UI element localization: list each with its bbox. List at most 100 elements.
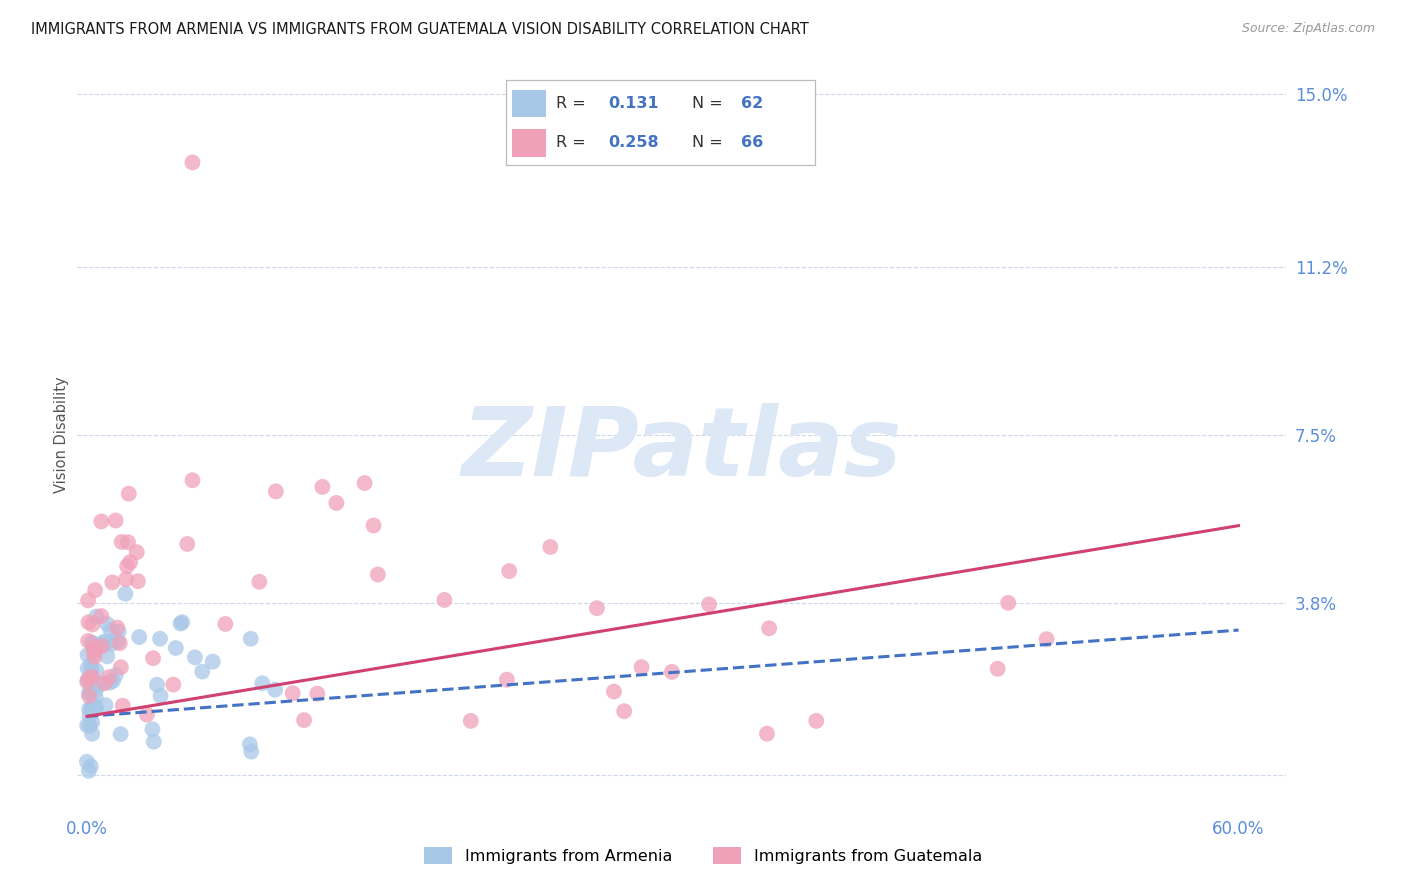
Point <box>96 616 118 631</box>
Point <box>149 632 172 646</box>
Point <box>76 673 98 687</box>
Point <box>104 668 127 682</box>
Point <box>77 764 100 778</box>
Point <box>292 713 315 727</box>
Point <box>758 621 780 635</box>
Point <box>82 698 104 712</box>
Point <box>495 673 517 687</box>
Point <box>98 634 121 648</box>
Point <box>169 616 191 631</box>
Point <box>101 673 124 688</box>
Text: N =: N = <box>692 95 728 111</box>
Point <box>603 684 626 698</box>
Point <box>93 634 115 648</box>
Point <box>82 715 104 730</box>
Point <box>165 640 187 655</box>
Point <box>460 714 482 728</box>
Point <box>538 540 561 554</box>
Point <box>86 664 108 678</box>
Legend: Immigrants from Armenia, Immigrants from Guatemala: Immigrants from Armenia, Immigrants from… <box>418 840 988 871</box>
Point <box>107 624 129 639</box>
Point <box>100 637 122 651</box>
Point <box>110 660 132 674</box>
Point <box>240 745 263 759</box>
Point <box>806 714 828 728</box>
Text: ZIPatlas: ZIPatlas <box>461 403 903 497</box>
Point <box>264 484 287 499</box>
Point <box>77 702 100 716</box>
Point <box>162 677 184 691</box>
Point <box>181 473 204 487</box>
Point <box>77 615 100 630</box>
Point <box>108 636 131 650</box>
Point <box>80 701 103 715</box>
Point <box>118 486 141 500</box>
Point <box>82 638 104 652</box>
Point <box>77 593 100 607</box>
Point <box>105 621 128 635</box>
Point <box>82 727 104 741</box>
Point <box>84 699 107 714</box>
Point <box>353 476 375 491</box>
Point <box>100 624 122 638</box>
Point <box>76 648 98 662</box>
Point <box>80 663 103 677</box>
Point <box>191 665 214 679</box>
Point <box>98 670 121 684</box>
Point <box>997 596 1019 610</box>
Point <box>307 687 329 701</box>
Text: Source: ZipAtlas.com: Source: ZipAtlas.com <box>1241 22 1375 36</box>
Point <box>84 583 107 598</box>
Point <box>77 689 100 703</box>
Point <box>125 545 148 559</box>
Point <box>110 727 132 741</box>
FancyBboxPatch shape <box>512 129 547 157</box>
Point <box>83 680 105 694</box>
Point <box>94 698 117 713</box>
Point <box>697 597 720 611</box>
Point <box>84 701 107 715</box>
Point <box>115 559 138 574</box>
Point <box>239 738 262 752</box>
Point <box>77 633 100 648</box>
Point <box>80 759 103 773</box>
Point <box>264 682 287 697</box>
Point <box>176 537 198 551</box>
Point <box>181 155 204 169</box>
Point <box>90 515 112 529</box>
Point <box>367 567 389 582</box>
Point <box>77 686 100 700</box>
Point <box>84 640 107 655</box>
Point <box>128 630 150 644</box>
Text: 0.258: 0.258 <box>609 136 659 151</box>
Point <box>84 683 107 698</box>
Point <box>115 572 138 586</box>
Y-axis label: Vision Disability: Vision Disability <box>53 376 69 493</box>
Text: N =: N = <box>692 136 728 151</box>
Point <box>76 755 98 769</box>
Point <box>77 672 100 686</box>
Point <box>135 707 157 722</box>
Point <box>79 719 101 733</box>
Point <box>98 675 121 690</box>
Point <box>79 708 101 723</box>
Point <box>93 676 115 690</box>
Point <box>83 648 105 662</box>
Point <box>107 634 129 648</box>
Point <box>630 660 652 674</box>
Point <box>76 674 98 689</box>
Point <box>76 661 98 675</box>
Text: R =: R = <box>555 95 591 111</box>
Point <box>120 555 142 569</box>
Point <box>84 690 107 705</box>
Point <box>76 718 98 732</box>
Point <box>661 665 683 679</box>
Point <box>498 564 520 578</box>
Point <box>247 574 270 589</box>
Point <box>311 480 333 494</box>
Point <box>146 678 169 692</box>
Point <box>96 649 118 664</box>
Point <box>755 727 778 741</box>
Point <box>83 637 105 651</box>
Point <box>613 704 636 718</box>
